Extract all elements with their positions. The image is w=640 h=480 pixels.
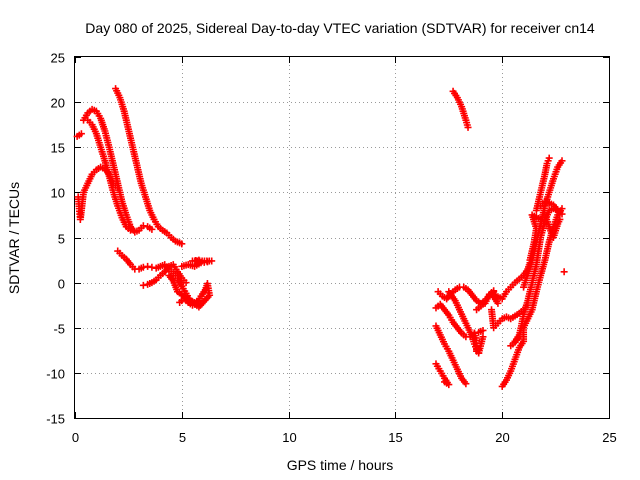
data-point [178,240,186,248]
data-point [441,378,449,386]
data-point [558,157,566,165]
data-point [139,263,147,271]
data-point [479,333,487,341]
x-tick-label: 5 [179,430,186,445]
x-tick-label: 20 [495,430,509,445]
data-point [464,123,472,131]
series-8 [449,87,472,131]
data-point [165,271,173,279]
x-tick-label: 25 [602,430,616,445]
y-axis-label: SDTVAR / TECUs [6,182,22,294]
x-tick-label: 15 [388,430,402,445]
data-point [560,268,568,276]
y-tick-label: 0 [58,277,65,292]
data-point [127,226,135,234]
x-axis-label: GPS time / hours [287,457,394,473]
y-tick-label: 5 [58,232,65,247]
axis-ticks [75,57,610,419]
y-tick-label: -15 [46,412,65,427]
y-tick-label: 10 [51,186,65,201]
data-point [148,225,156,233]
data-point [139,281,147,289]
series-20 [532,154,553,214]
series-23 [473,287,498,353]
data-point [490,287,498,295]
series-22 [526,211,564,264]
series-2 [84,116,135,234]
y-tick-label: 15 [51,141,65,156]
data-point [515,333,523,341]
series-14 [470,329,487,357]
x-tick-label: 10 [282,430,296,445]
series-15 [488,301,532,332]
y-tick-labels: -15 -10 -5 0 5 10 15 20 25 [46,51,65,427]
data-point [148,263,156,271]
data-point [77,130,85,138]
plot-frame [74,56,610,419]
series-12 [432,322,470,388]
series-3 [112,85,186,248]
data-point [545,154,553,162]
series-6 [178,256,216,270]
x-tick-labels: 0 5 10 15 20 25 [72,430,617,445]
data-point [556,215,564,223]
data-points [73,85,568,390]
data-point [479,326,487,334]
data-point [475,345,483,353]
series-1 [80,105,156,236]
data-point [139,222,147,230]
x-tick-label: 0 [72,430,79,445]
data-point [144,262,152,270]
series-5 [139,261,190,289]
y-tick-label: 25 [51,51,65,66]
y-tick-label: -10 [46,367,65,382]
y-tick-label: -5 [53,322,65,337]
series-13 [432,360,453,389]
series-7 [165,271,214,311]
data-point [182,279,190,287]
y-tick-label: 20 [51,96,65,111]
data-point [462,380,470,388]
series-21 [537,197,566,218]
data-point [195,256,203,264]
chart-title: Day 080 of 2025, Sidereal Day-to-day VTE… [85,20,595,36]
data-point [558,210,566,218]
series-24 [507,268,568,350]
grid-lines [75,57,609,418]
